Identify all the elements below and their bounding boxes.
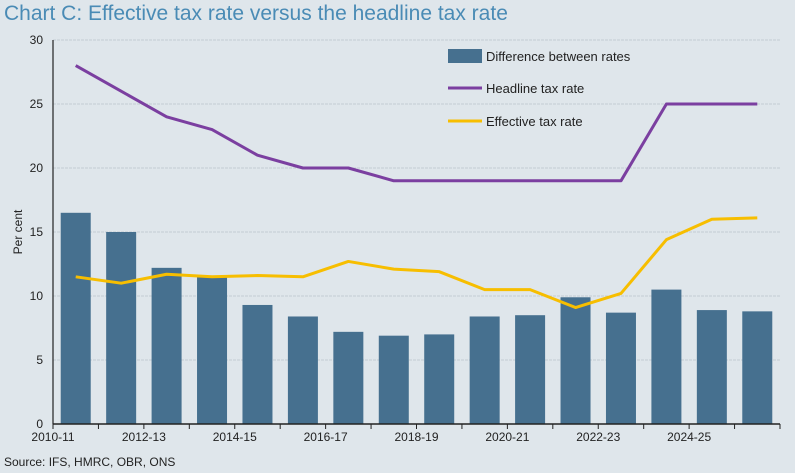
bar [106, 232, 137, 424]
chart-source: Source: IFS, HMRC, OBR, ONS [4, 455, 176, 469]
bar [651, 289, 682, 424]
bar [424, 334, 455, 424]
legend-label: Effective tax rate [486, 114, 583, 129]
chart-title: Chart C: Effective tax rate versus the h… [4, 2, 508, 25]
x-tick-label: 2012-13 [122, 430, 166, 444]
y-tick-label: 10 [30, 289, 44, 303]
legend-swatch [448, 49, 482, 63]
bar [605, 312, 636, 424]
y-tick-label: 5 [36, 353, 43, 367]
x-tick-label: 2014-15 [213, 430, 257, 444]
x-tick-label: 2022-23 [576, 430, 620, 444]
x-tick-label: 2016-17 [304, 430, 348, 444]
bar [696, 310, 727, 424]
bar [742, 311, 773, 424]
bar [60, 212, 91, 424]
y-tick-label: 15 [30, 225, 44, 239]
bar [378, 335, 409, 424]
bar [151, 267, 182, 424]
legend-label: Difference between rates [486, 49, 631, 64]
x-tick-label: 2018-19 [394, 430, 438, 444]
bar [333, 331, 364, 424]
x-tick-label: 2024-25 [667, 430, 711, 444]
bar [287, 316, 318, 424]
y-tick-label: 25 [30, 97, 44, 111]
y-axis-label: Per cent [11, 209, 25, 254]
line-headline-tax-rate [74, 64, 758, 183]
legend-label: Headline tax rate [486, 81, 584, 96]
bar [242, 304, 273, 424]
x-tick-label: 2020-21 [485, 430, 529, 444]
line-effective-tax-rate [75, 216, 758, 310]
x-tick-label: 2010-11 [31, 430, 74, 444]
bar [197, 276, 228, 424]
y-tick-label: 30 [30, 33, 44, 47]
bar [560, 297, 591, 424]
bar [515, 315, 546, 424]
y-tick-label: 0 [36, 417, 43, 431]
y-tick-label: 20 [30, 161, 44, 175]
bar [469, 316, 500, 424]
